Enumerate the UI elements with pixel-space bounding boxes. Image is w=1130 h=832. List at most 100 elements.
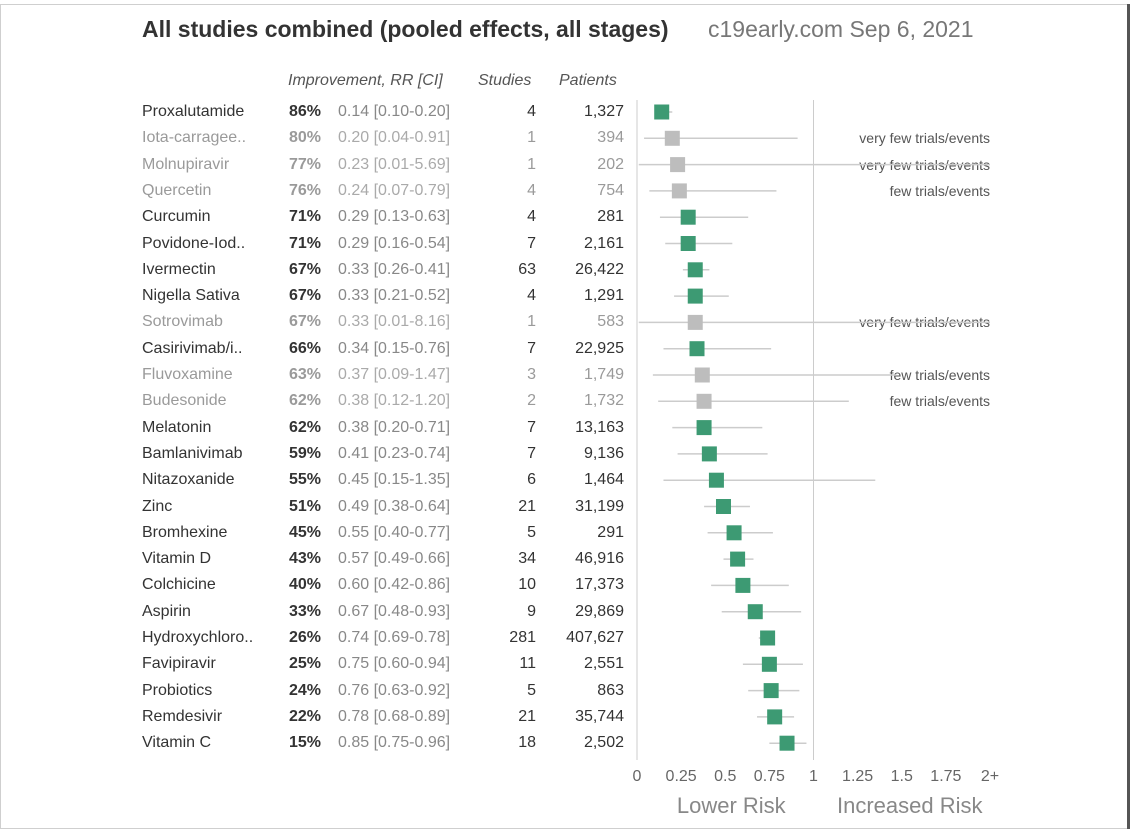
x-tick-label: 1.5: [891, 768, 913, 785]
table-row: Fluvoxamine 63% 0.37 [0.09-1.47] 3 1,749 few …: [0, 362, 1130, 388]
confidence-note: very few trials/events: [859, 130, 990, 147]
x-tick-label: 1: [809, 768, 818, 785]
table-row: Ivermectin 67% 0.33 [0.26-0.41] 63 26,422: [0, 257, 1130, 283]
treatment-name: Quercetin: [142, 181, 212, 199]
improvement-value: 40%: [289, 576, 322, 594]
treatment-name: Probiotics: [142, 681, 213, 699]
improvement-value: 66%: [289, 339, 322, 357]
table-row: Vitamin D 43% 0.57 [0.49-0.66] 34 46,916: [0, 546, 1130, 572]
rr-ci-value: 0.24 [0.07-0.79]: [338, 181, 451, 199]
table-row: Proxalutamide 86% 0.14 [0.10-0.20] 4 1,327: [0, 99, 1130, 125]
improvement-value: 77%: [289, 155, 322, 173]
treatment-name: Povidone-Iod..: [142, 234, 246, 252]
point-estimate-marker: [696, 420, 712, 436]
point-estimate-marker: [689, 341, 705, 357]
confidence-note: few trials/events: [889, 393, 990, 410]
improvement-value: 45%: [289, 523, 322, 541]
point-estimate-marker: [779, 735, 795, 751]
improvement-value: 62%: [289, 418, 322, 436]
treatment-name: Molnupiravir: [142, 155, 230, 173]
rr-ci-value: 0.37 [0.09-1.47]: [338, 366, 451, 383]
studies-count: 5: [527, 681, 536, 699]
studies-count: 4: [527, 287, 536, 305]
column-header-studies: Studies: [478, 72, 532, 89]
point-estimate-marker: [761, 656, 777, 672]
studies-count: 9: [527, 602, 536, 620]
studies-count: 63: [518, 260, 536, 278]
studies-count: 3: [527, 366, 536, 383]
patients-count: 13,163: [575, 418, 624, 436]
x-tick-label: 2+: [981, 768, 999, 785]
studies-count: 1: [527, 155, 536, 173]
treatment-name: Proxalutamide: [142, 103, 245, 120]
point-estimate-marker: [687, 288, 703, 304]
patients-count: 1,464: [583, 471, 624, 489]
point-estimate-marker: [708, 472, 724, 488]
improvement-value: 26%: [289, 629, 322, 646]
studies-count: 4: [527, 208, 536, 226]
improvement-value: 63%: [289, 366, 322, 383]
treatment-name: Vitamin C: [142, 734, 212, 752]
patients-count: 1,749: [583, 366, 624, 383]
treatment-name: Zinc: [142, 497, 173, 515]
rr-ci-value: 0.29 [0.16-0.54]: [338, 234, 451, 252]
improvement-value: 86%: [289, 103, 322, 120]
point-estimate-marker: [680, 236, 696, 251]
point-estimate-marker: [654, 104, 670, 120]
point-estimate-marker: [664, 130, 680, 146]
rr-ci-value: 0.78 [0.68-0.89]: [338, 707, 451, 725]
table-row: Nitazoxanide 55% 0.45 [0.15-1.35] 6 1,464: [0, 467, 1130, 493]
treatment-name: Casirivimab/i..: [142, 339, 243, 357]
rr-ci-value: 0.57 [0.49-0.66]: [338, 550, 451, 568]
improvement-value: 71%: [289, 208, 322, 226]
improvement-value: 67%: [289, 313, 322, 331]
patients-count: 407,627: [566, 629, 624, 646]
table-row: Bromhexine 45% 0.55 [0.40-0.77] 5 291: [0, 520, 1130, 546]
studies-count: 18: [518, 734, 536, 752]
rr-ci-value: 0.33 [0.21-0.52]: [338, 287, 451, 305]
patients-count: 863: [597, 681, 624, 699]
rr-ci-value: 0.67 [0.48-0.93]: [338, 602, 451, 620]
frame-edge: [1127, 4, 1130, 829]
patients-count: 35,744: [575, 707, 624, 725]
point-estimate-marker: [760, 630, 776, 646]
studies-count: 4: [527, 103, 536, 120]
patients-count: 583: [597, 313, 624, 331]
increased-risk-label: Increased Risk: [837, 793, 984, 818]
point-estimate-marker: [730, 551, 746, 567]
studies-count: 4: [527, 181, 536, 199]
chart-title: All studies combined (pooled effects, al…: [142, 16, 669, 42]
point-estimate-marker: [696, 393, 712, 409]
x-tick-label: 0.5: [714, 768, 736, 785]
patients-count: 1,732: [583, 392, 624, 410]
rr-ci-value: 0.14 [0.10-0.20]: [338, 103, 451, 120]
rr-ci-value: 0.74 [0.69-0.78]: [338, 629, 451, 646]
treatment-name: Colchicine: [142, 576, 216, 594]
table-row: Budesonide 62% 0.38 [0.12-1.20] 2 1,732 few t…: [0, 388, 1130, 414]
treatment-name: Hydroxychloro..: [142, 629, 254, 646]
studies-count: 2: [527, 392, 536, 410]
treatment-name: Bamlanivimab: [142, 444, 243, 462]
studies-count: 1: [527, 313, 536, 331]
point-estimate-marker: [715, 499, 731, 514]
studies-count: 7: [527, 444, 536, 462]
rr-ci-value: 0.76 [0.63-0.92]: [338, 681, 451, 699]
treatment-name: Iota-carragee..: [142, 129, 247, 147]
point-estimate-marker: [701, 446, 717, 462]
table-row: Nigella Sativa 67% 0.33 [0.21-0.52] 4 1,291: [0, 283, 1130, 309]
treatment-name: Budesonide: [142, 392, 227, 410]
studies-count: 21: [518, 497, 536, 515]
patients-count: 1,291: [583, 287, 624, 305]
improvement-value: 62%: [289, 392, 322, 410]
patients-count: 394: [597, 129, 624, 147]
rr-ci-value: 0.23 [0.01-5.69]: [338, 155, 451, 173]
patients-count: 29,869: [575, 602, 624, 620]
rr-ci-value: 0.38 [0.20-0.71]: [338, 418, 451, 436]
patients-count: 9,136: [583, 444, 624, 462]
treatment-name: Favipiravir: [142, 655, 216, 673]
table-row: Casirivimab/i.. 66% 0.34 [0.15-0.76] 7 22,92…: [0, 336, 1130, 362]
table-row: Hydroxychloro.. 26% 0.74 [0.69-0.78] 281 407…: [0, 625, 1130, 651]
rr-ci-value: 0.49 [0.38-0.64]: [338, 497, 451, 515]
